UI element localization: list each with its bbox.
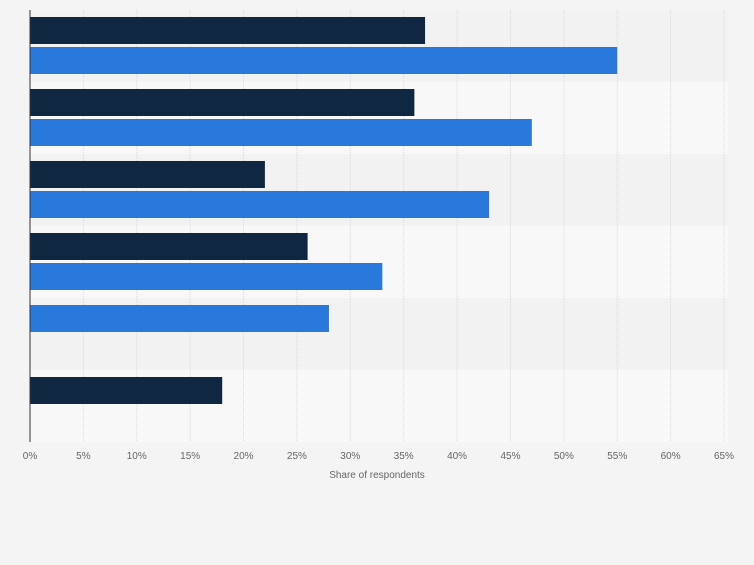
x-tick-label: 15% bbox=[180, 451, 200, 462]
x-tick-label: 50% bbox=[554, 451, 574, 462]
x-tick-label: 30% bbox=[340, 451, 360, 462]
bar bbox=[30, 119, 532, 146]
bar bbox=[30, 47, 618, 74]
x-tick-labels: 0% 5% 10% 15% 20% 25% 30% 35% 40% 45% 50% 55% 60% 65% bbox=[23, 451, 734, 462]
x-tick-label: 10% bbox=[127, 451, 147, 462]
x-tick-label: 65% bbox=[714, 451, 734, 462]
bar bbox=[30, 377, 223, 404]
x-tick-label: 35% bbox=[394, 451, 414, 462]
bar bbox=[30, 89, 415, 116]
bar bbox=[30, 233, 308, 260]
x-tick-label: 20% bbox=[234, 451, 254, 462]
x-axis-label: Share of respondents bbox=[329, 470, 425, 481]
bar bbox=[30, 305, 329, 332]
bar bbox=[30, 263, 383, 290]
x-tick-label: 60% bbox=[661, 451, 681, 462]
bars bbox=[30, 17, 618, 404]
bar bbox=[30, 17, 426, 44]
x-tick-label: 25% bbox=[287, 451, 307, 462]
bar bbox=[30, 191, 490, 218]
x-tick-label: 5% bbox=[76, 451, 91, 462]
gridlines bbox=[82, 10, 725, 442]
x-tick-label: 45% bbox=[500, 451, 520, 462]
bar bbox=[30, 161, 265, 188]
x-tick-label: 55% bbox=[607, 451, 627, 462]
category-bands bbox=[30, 10, 728, 442]
x-tick-label: 40% bbox=[447, 451, 467, 462]
x-tick-label: 0% bbox=[23, 451, 38, 462]
